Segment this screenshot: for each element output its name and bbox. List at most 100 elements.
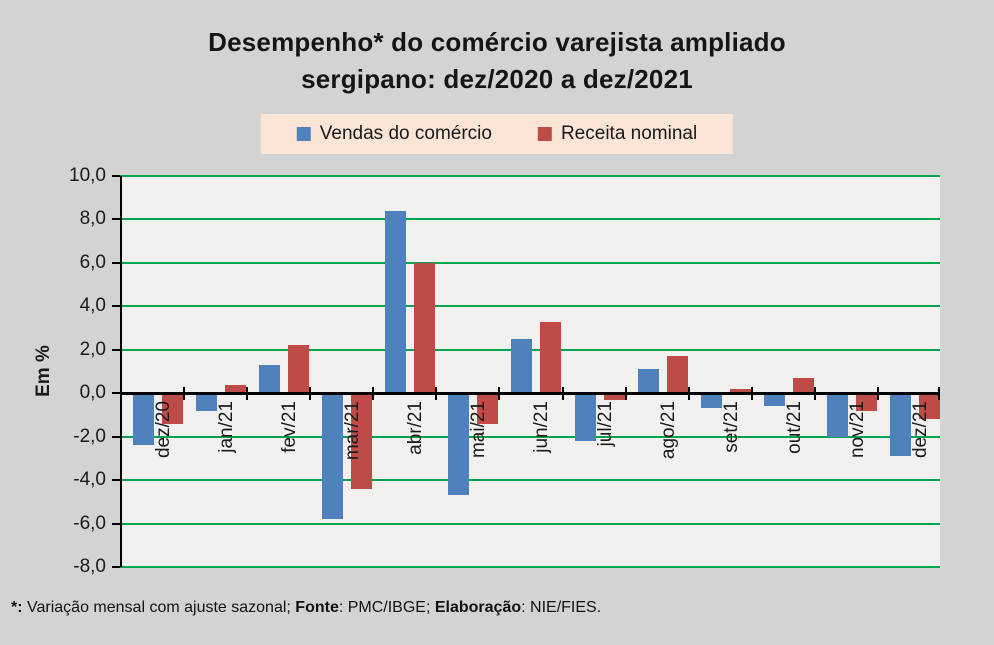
x-axis-tick: [183, 387, 186, 401]
y-axis-tick-label: 4,0: [79, 295, 106, 317]
legend-item-vendas: Vendas do comércio: [296, 123, 492, 145]
bar-vendas-dez/21: [889, 393, 911, 457]
footnote-text-2: : PMC/IBGE;: [338, 599, 435, 616]
legend-color-swatch-vendas: [296, 127, 311, 141]
gridline: [120, 522, 940, 525]
x-axis-tick: [813, 387, 816, 401]
bar-receita-ago/21: [666, 356, 688, 394]
x-axis-tick: [372, 387, 375, 401]
gridline: [120, 566, 940, 568]
y-axis-tick: [112, 479, 120, 482]
x-axis-tick: [750, 387, 753, 401]
x-axis-label: nov/21: [846, 401, 868, 459]
legend: Vendas do comércio Receita nominal: [260, 114, 734, 154]
y-axis-tick-label: 8,0: [79, 208, 106, 230]
bar-receita-jan/21: [225, 384, 247, 394]
y-axis-tick: [112, 392, 120, 395]
gridline: [120, 435, 940, 438]
y-axis-tick: [112, 305, 120, 308]
y-axis-tick-label: 6,0: [79, 251, 106, 273]
bar-vendas-ago/21: [637, 369, 659, 394]
bar-vendas-mai/21: [448, 393, 470, 496]
bar-receita-dez/21: [918, 393, 940, 420]
bar-receita-dez/20: [162, 393, 183, 424]
y-axis-tick-label: -4,0: [73, 469, 106, 491]
x-axis-label: out/21: [783, 401, 805, 455]
footnote-text-1: Variação mensal com ajuste sazonal;: [22, 599, 296, 616]
chart-title: Desempenho* do comércio varejista amplia…: [0, 24, 994, 98]
chart-title-line-2: sergipano: dez/2020 a dez/2021: [301, 64, 693, 94]
bar-receita-nov/21: [855, 393, 877, 411]
footnote-fonte: Fonte: [295, 599, 339, 616]
gridline: [120, 479, 940, 482]
x-axis-label: mai/21: [468, 401, 490, 459]
footnote-text-3: : NIE/FIES.: [521, 599, 602, 616]
plot-area: dez/20 jan/21 fev/21 mar/21 abr/21 mai/21 jun/…: [120, 175, 940, 568]
x-axis-tick: [498, 387, 501, 401]
y-axis-tick-label: -8,0: [73, 556, 106, 577]
bar-receita-set/21: [729, 388, 751, 394]
x-axis-label: abr/21: [405, 401, 427, 456]
bar-vendas-jan/21: [196, 393, 218, 411]
bar-receita-fev/21: [288, 345, 310, 394]
bar-vendas-fev/21: [259, 364, 281, 394]
y-axis-tick-label: 0,0: [79, 382, 106, 404]
x-axis-tick: [435, 387, 438, 401]
footnote: *: Variação mensal com ajuste sazonal; F…: [11, 599, 601, 617]
bar-receita-mai/21: [477, 393, 499, 424]
footnote-star: *:: [11, 599, 23, 616]
y-axis-tick-label: -6,0: [73, 512, 106, 534]
bar-vendas-out/21: [763, 393, 785, 407]
x-axis-tick: [687, 387, 690, 401]
x-axis-tick: [876, 387, 879, 401]
footnote-elaboracao: Elaboração: [434, 599, 522, 616]
x-axis-tick: [561, 387, 564, 401]
x-axis-label: fev/21: [279, 401, 301, 453]
bar-vendas-jun/21: [511, 338, 533, 394]
bar-vendas-nov/21: [826, 393, 848, 437]
bar-vendas-jul/21: [574, 393, 596, 441]
x-axis-label: dez/21: [909, 401, 931, 459]
legend-color-swatch-receita: [537, 127, 552, 141]
gridline: [120, 261, 940, 264]
x-axis-label: dez/20: [153, 401, 174, 459]
y-axis-line: [120, 176, 122, 567]
chart-title-line-1: Desempenho* do comércio varejista amplia…: [208, 27, 786, 57]
x-axis-label: ago/21: [657, 401, 679, 460]
x-axis-label: jun/21: [531, 401, 553, 453]
x-axis-tick: [624, 387, 627, 401]
y-axis-tick: [112, 175, 120, 177]
bar-receita-out/21: [792, 378, 814, 394]
bar-vendas-set/21: [700, 393, 722, 409]
x-axis-line: [120, 391, 940, 395]
x-axis-tick: [938, 387, 940, 401]
x-axis-tick: [309, 387, 312, 401]
x-axis-label: mar/21: [342, 401, 364, 461]
x-axis-label: set/21: [720, 401, 742, 453]
bar-vendas-mar/21: [322, 393, 344, 520]
bar-receita-mar/21: [351, 393, 373, 489]
x-axis-tick: [120, 387, 122, 401]
y-axis-tick: [112, 435, 120, 438]
bar-vendas-dez/20: [133, 393, 154, 446]
x-axis-label: jul/21: [594, 401, 616, 447]
y-axis-tick: [112, 261, 120, 264]
bar-vendas-abr/21: [385, 210, 407, 394]
gridline: [120, 175, 940, 177]
x-axis-label: jan/21: [216, 401, 238, 453]
y-axis-tick: [112, 348, 120, 351]
bar-receita-jul/21: [603, 393, 625, 400]
y-axis-tick: [112, 522, 120, 525]
legend-label-receita: Receita nominal: [560, 123, 698, 144]
y-axis-tick-label: 2,0: [79, 338, 106, 360]
bar-receita-jun/21: [540, 321, 562, 394]
y-axis-tick-label: -2,0: [73, 425, 106, 447]
y-axis-tick: [112, 566, 120, 568]
y-axis-tick-label: 10,0: [69, 165, 106, 186]
legend-item-receita: Receita nominal: [537, 123, 698, 145]
gridline: [120, 305, 940, 308]
gridline: [120, 218, 940, 221]
y-axis-tick: [112, 218, 120, 221]
bar-receita-abr/21: [414, 262, 436, 394]
